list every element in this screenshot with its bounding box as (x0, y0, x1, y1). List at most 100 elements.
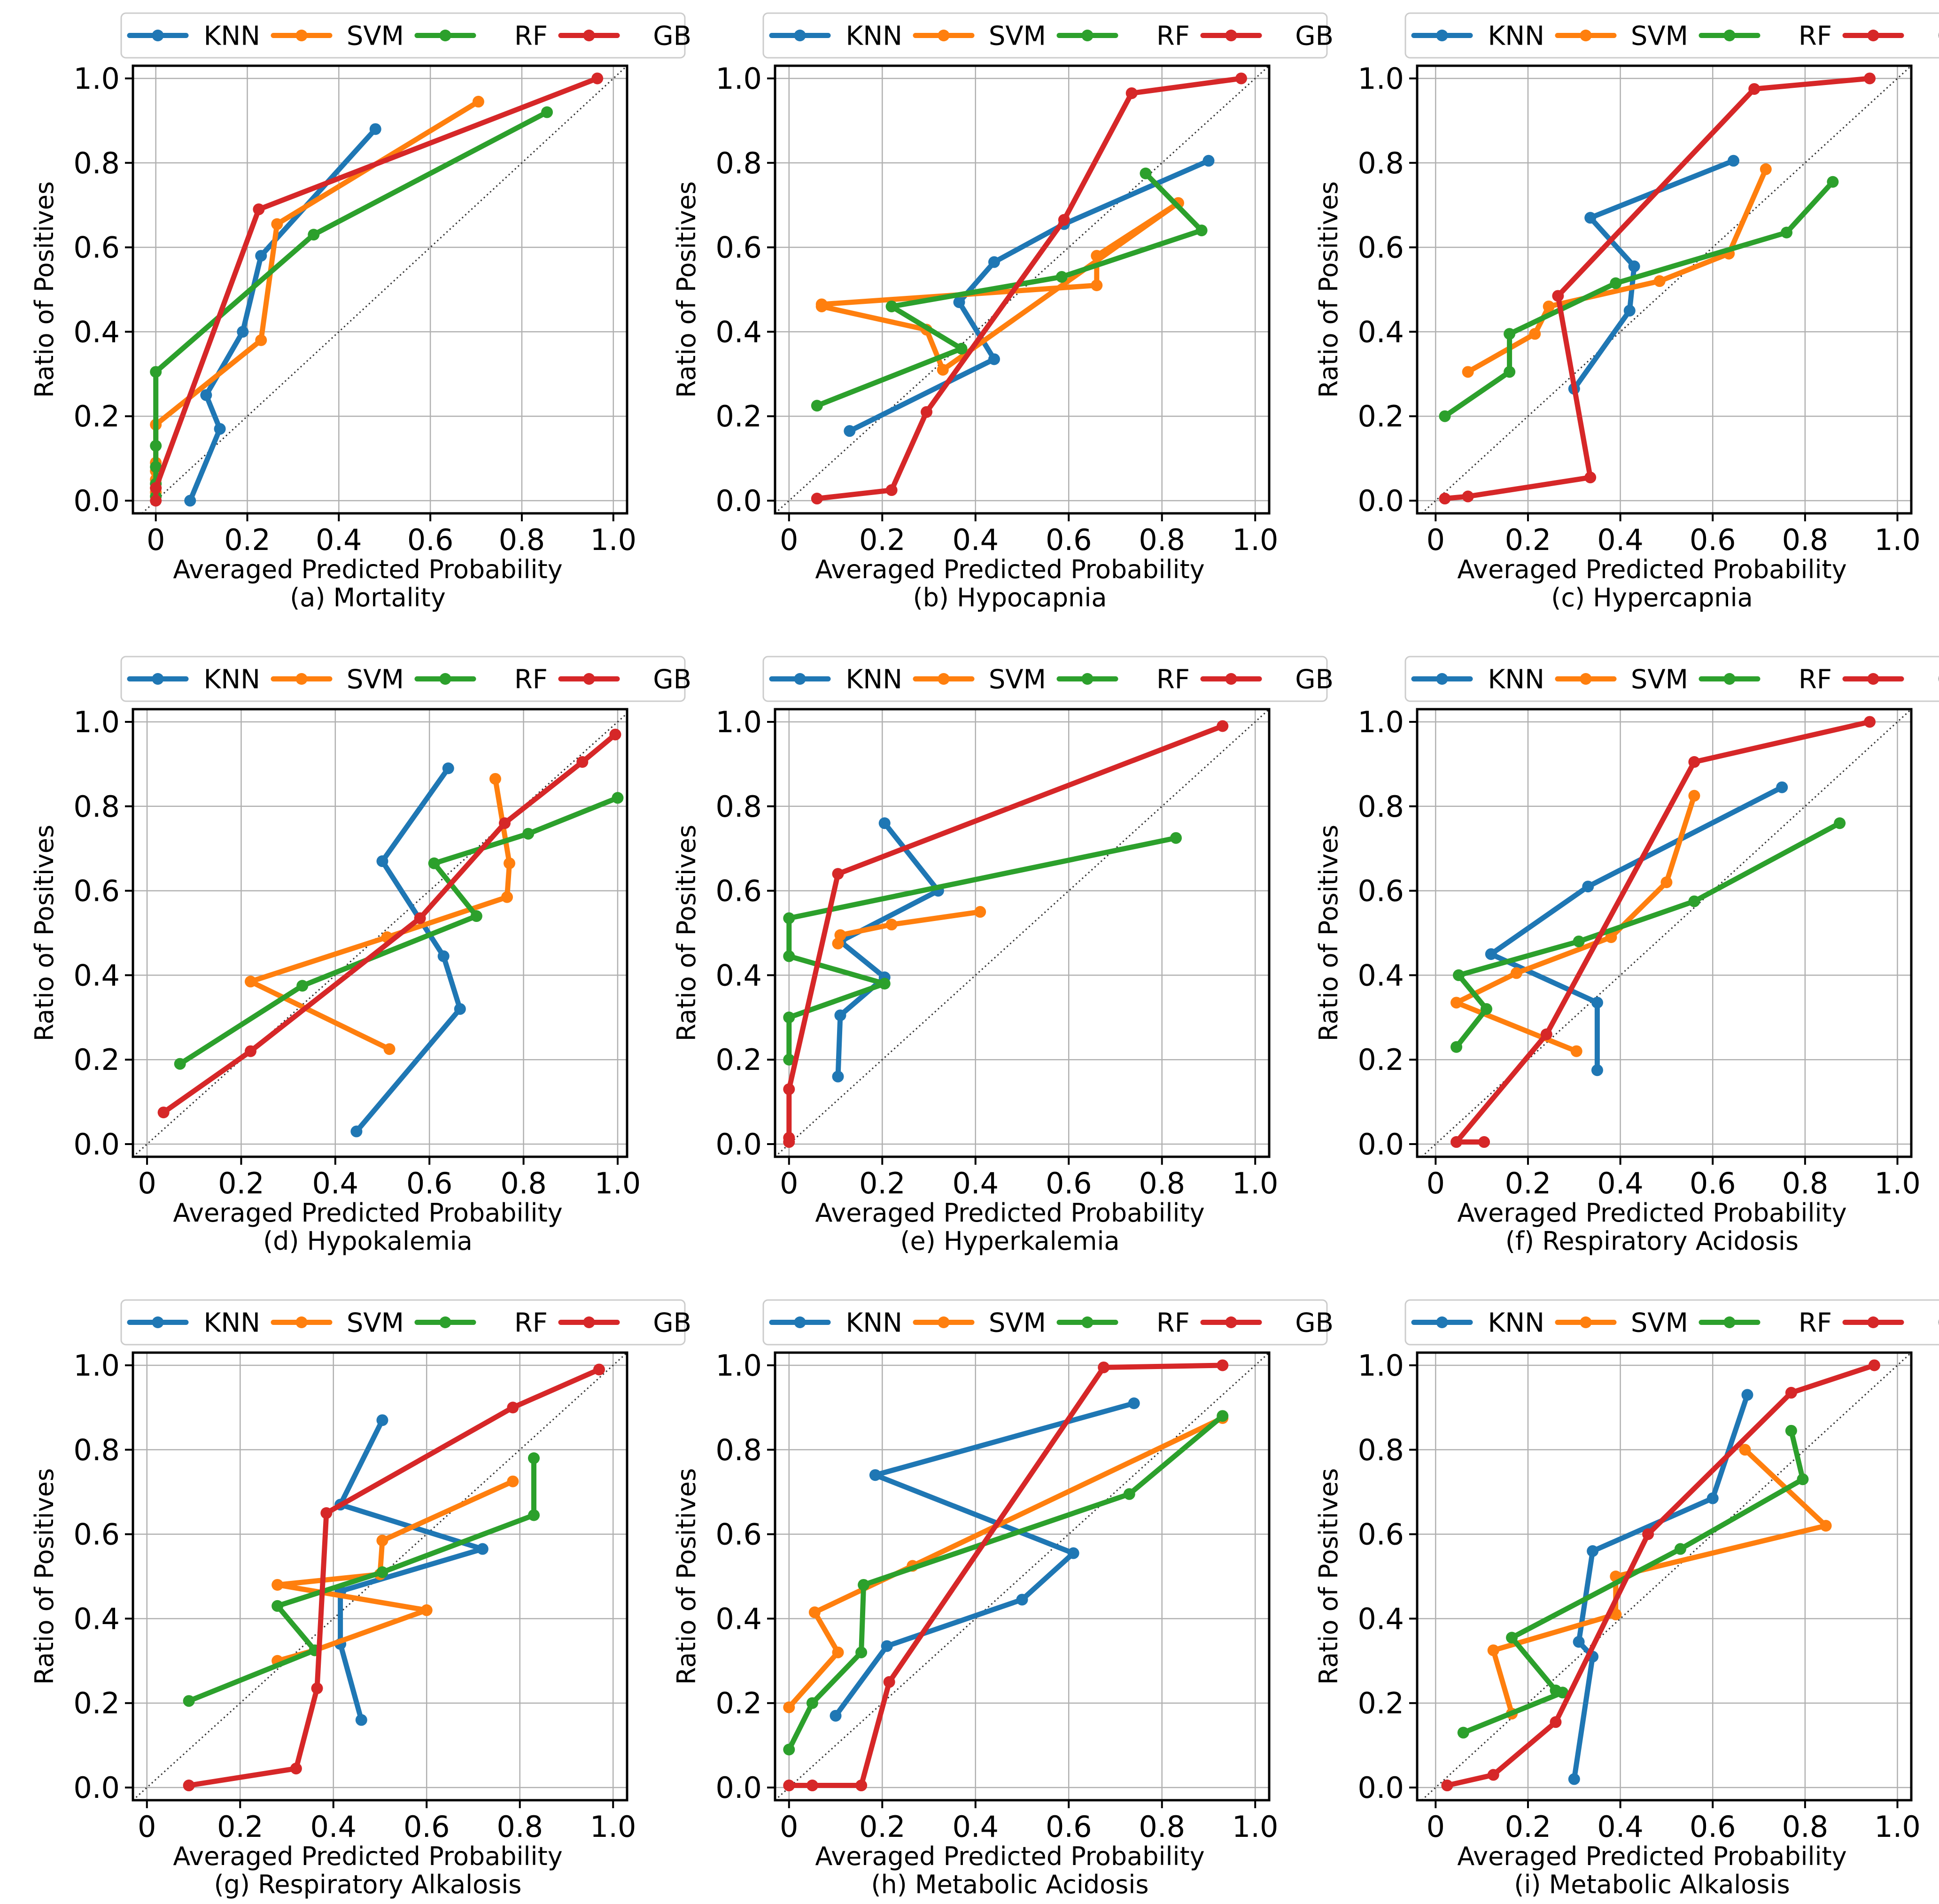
data-point-gb (783, 1083, 795, 1095)
data-point-knn (1727, 155, 1739, 167)
x-tick-label: 0.8 (499, 523, 545, 557)
legend-marker-rf (1081, 673, 1094, 685)
legend-box (120, 656, 686, 702)
data-point-svm (271, 1579, 284, 1591)
data-point-gb (1785, 1386, 1797, 1399)
data-point-rf (783, 912, 795, 924)
x-tick-label: 0.4 (310, 1810, 357, 1844)
data-point-gb (1864, 72, 1876, 85)
data-point-rf (1550, 1684, 1562, 1696)
legend-label-rf: RF (1156, 1308, 1190, 1339)
legend-label-rf: RF (1156, 21, 1190, 52)
y-tick-label: 0.6 (715, 1517, 762, 1552)
legend-label-svm: SVM (1631, 665, 1688, 695)
x-tick-label: 0.4 (316, 523, 362, 557)
data-point-knn (1706, 1492, 1719, 1504)
legend-marker-rf (439, 30, 451, 41)
legend-marker-knn (794, 673, 806, 685)
data-point-knn (1628, 260, 1640, 272)
data-point-gb (183, 1780, 195, 1792)
legend-label-gb: GB (1295, 665, 1334, 695)
chart-panel-1: 0 0.2 0.4 0.6 0.8 1.0 0.0 0.2 0.4 0.6 0.8 1.0 Averag… (672, 12, 1334, 612)
data-point-svm (1739, 1444, 1751, 1456)
data-point-gb (832, 868, 844, 880)
data-point-gb (811, 493, 823, 505)
x-tick-label: 0.2 (1505, 1810, 1551, 1844)
legend-marker-gb (1867, 673, 1879, 685)
series-line-rf (177, 795, 620, 1067)
legend-label-knn: KNN (845, 665, 902, 695)
legend-label-svm: SVM (347, 665, 404, 695)
y-axis-label: Ratio of Positives (1314, 825, 1343, 1041)
legend-label-gb: GB (1937, 1308, 1939, 1339)
legend-marker-gb (583, 673, 595, 685)
legend-marker-knn (152, 673, 164, 685)
legend: KNN SVM RF GB (762, 12, 1334, 59)
plot-frame (132, 708, 628, 1158)
data-point-rf (174, 1058, 186, 1070)
data-point-knn (1587, 1545, 1599, 1557)
legend-marker-svm (938, 30, 950, 41)
legend-label-gb: GB (1295, 21, 1334, 52)
data-point-gb (1217, 720, 1229, 732)
data-point-svm (937, 364, 949, 376)
y-tick-label: 0.4 (715, 1602, 762, 1636)
data-point-rf (1504, 328, 1516, 340)
data-point-knn (832, 1070, 844, 1083)
y-tick-label: 0.8 (715, 1433, 762, 1467)
data-point-rf (150, 440, 162, 452)
data-point-svm (507, 1475, 519, 1487)
series-line-svm (1454, 793, 1697, 1054)
y-tick-label: 1.0 (1357, 705, 1404, 739)
legend-marker-rf (1723, 1316, 1736, 1328)
data-point-rf (1797, 1473, 1809, 1486)
y-tick-label: 0.8 (715, 789, 762, 824)
y-axis-label: Ratio of Positives (30, 825, 59, 1041)
data-point-gb (1642, 1528, 1654, 1540)
y-tick-label: 0.2 (73, 399, 120, 433)
data-point-rf (885, 300, 898, 312)
data-point-gb (1098, 1361, 1110, 1373)
y-tick-label: 0.0 (73, 1771, 120, 1805)
legend-label-knn: KNN (845, 1308, 902, 1339)
data-point-rf (1785, 1424, 1797, 1437)
data-point-knn (376, 855, 388, 867)
legend-box (1404, 656, 1939, 702)
x-axis-label: Averaged Predicted Probability (173, 1842, 562, 1871)
legend-label-knn: KNN (203, 665, 260, 695)
legend-label-svm: SVM (989, 1308, 1046, 1339)
data-point-knn (442, 762, 454, 774)
chart-panel-2: 0 0.2 0.4 0.6 0.8 1.0 0.0 0.2 0.4 0.6 0.8 1.0 Averag… (1314, 12, 1939, 612)
x-tick-label: 0.8 (1139, 1166, 1185, 1200)
data-point-knn (1741, 1389, 1753, 1401)
legend: KNN SVM RF GB (1404, 1299, 1939, 1346)
y-tick-label: 0.4 (715, 958, 762, 992)
series-line-svm (835, 909, 983, 946)
series-line-gb (186, 1367, 602, 1788)
data-point-knn (184, 495, 196, 507)
legend-marker-gb (1225, 673, 1237, 685)
data-point-rf (1827, 176, 1839, 188)
chart-panel-8: 0 0.2 0.4 0.6 0.8 1.0 0.0 0.2 0.4 0.6 0.8 1.0 Averag… (1314, 1299, 1939, 1899)
data-point-svm (255, 334, 267, 346)
y-tick-label: 0.2 (715, 1043, 762, 1077)
series-line-rf (186, 1455, 536, 1704)
y-tick-label: 0.0 (1357, 1127, 1404, 1161)
data-point-svm (1570, 1045, 1582, 1057)
y-tick-label: 0.6 (73, 1517, 120, 1552)
data-point-svm (1091, 250, 1103, 262)
x-tick-label: 0 (780, 1166, 798, 1200)
data-point-knn (1582, 881, 1594, 893)
legend-label-rf: RF (514, 21, 548, 52)
data-point-svm (244, 975, 256, 988)
data-point-svm (1091, 279, 1103, 292)
y-tick-label: 1.0 (1357, 1348, 1404, 1383)
y-tick-label: 0.6 (73, 874, 120, 908)
y-tick-label: 0.4 (73, 315, 120, 349)
series-line-knn (835, 820, 941, 1079)
data-point-gb (1450, 1136, 1463, 1148)
data-point-svm (1543, 300, 1555, 312)
x-tick-label: 1.0 (595, 1166, 641, 1200)
y-tick-label: 0.6 (1357, 874, 1404, 908)
data-point-rf (150, 461, 162, 473)
